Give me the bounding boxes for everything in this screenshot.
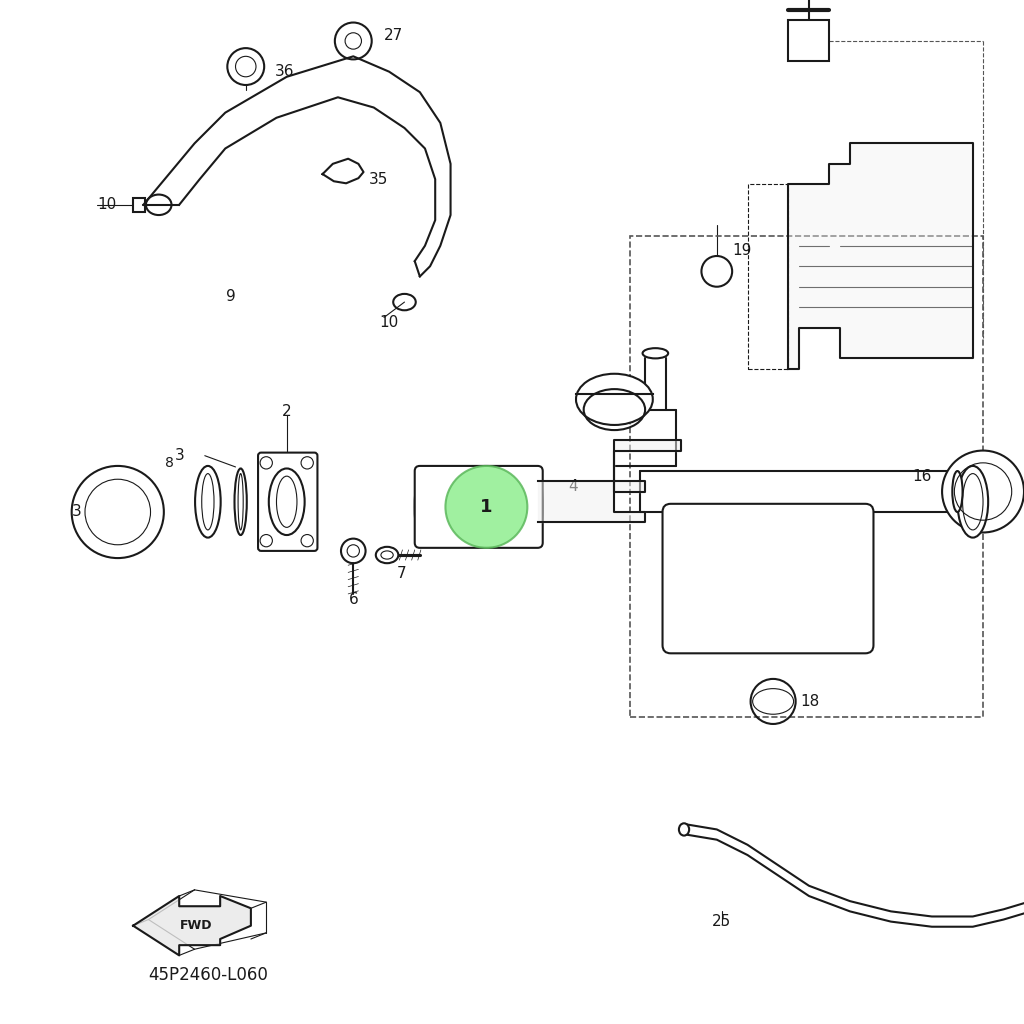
Text: 1: 1 [480,498,493,516]
Polygon shape [788,143,973,369]
FancyBboxPatch shape [415,466,543,548]
Polygon shape [538,440,681,522]
Text: 9: 9 [225,290,236,304]
Text: 36: 36 [274,65,294,79]
Bar [630,236,983,717]
Text: 3: 3 [174,449,184,463]
Ellipse shape [575,374,653,425]
Text: 10: 10 [97,198,117,212]
Text: 3: 3 [72,505,82,519]
Text: 18: 18 [801,694,820,709]
Ellipse shape [679,823,689,836]
Text: 10: 10 [379,315,398,330]
Polygon shape [133,896,251,955]
Text: 8: 8 [165,456,173,470]
Text: 45P2460-L060: 45P2460-L060 [148,966,268,984]
Text: 35: 35 [369,172,388,186]
Ellipse shape [957,466,988,538]
Text: 7: 7 [396,566,407,581]
Text: 5: 5 [446,507,455,521]
Text: 4: 4 [568,479,578,494]
Text: FWD: FWD [180,920,213,932]
Circle shape [942,451,1024,532]
Text: 16: 16 [912,469,932,483]
FancyBboxPatch shape [258,453,317,551]
Bar [133,198,145,212]
Text: 2: 2 [282,404,292,419]
Text: 19: 19 [732,244,752,258]
Ellipse shape [643,348,668,358]
Text: 27: 27 [384,29,403,43]
FancyBboxPatch shape [663,504,873,653]
Bar [788,20,829,61]
Ellipse shape [952,471,963,512]
Circle shape [445,466,527,548]
Text: 6: 6 [348,592,358,606]
Text: 25: 25 [713,914,731,929]
